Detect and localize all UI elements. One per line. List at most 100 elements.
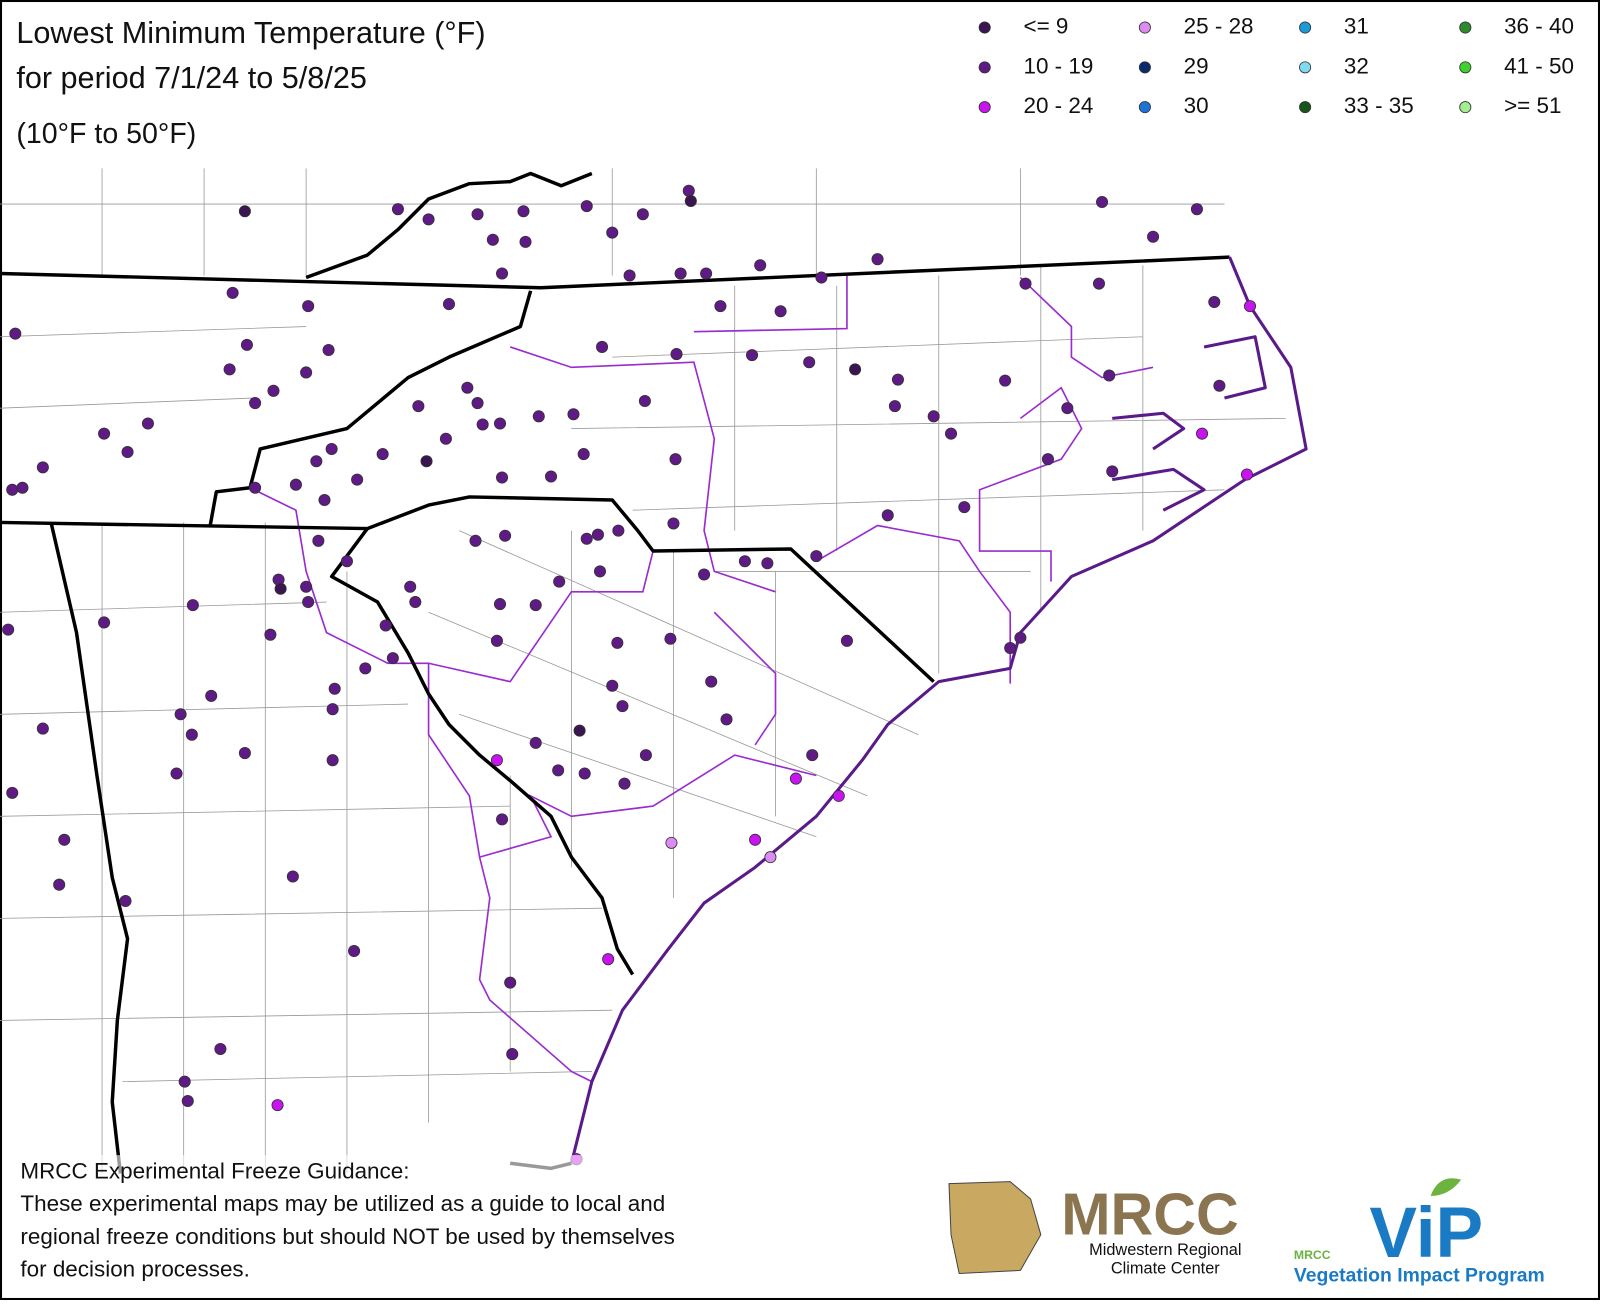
station-dot	[178, 1075, 191, 1088]
legend-label: 10 - 19	[1023, 53, 1093, 78]
station-dot	[506, 1048, 519, 1061]
station-dot	[391, 203, 404, 216]
station-dot	[326, 754, 339, 767]
station-dot	[806, 749, 819, 762]
basemap	[0, 168, 1308, 1174]
station-dot	[580, 532, 593, 545]
station-dot	[471, 208, 484, 221]
station-dot	[545, 470, 558, 483]
station-dot	[700, 267, 713, 280]
station-dot	[888, 400, 901, 413]
station-dot	[1240, 468, 1253, 481]
station-dot	[789, 772, 802, 785]
station-dot	[1243, 300, 1257, 313]
station-dot	[840, 634, 853, 647]
logo-text: MRCC	[1294, 1248, 1331, 1262]
legend-label: 25 - 28	[1184, 13, 1254, 38]
station-dot	[1014, 631, 1027, 644]
legend-label: 41 - 50	[1504, 53, 1574, 78]
station-dot	[1096, 196, 1109, 209]
station-dot	[593, 565, 607, 578]
station-dot	[1019, 277, 1032, 290]
station-dot	[6, 786, 19, 799]
station-dot	[404, 580, 417, 593]
legend-label: 32	[1344, 53, 1369, 78]
station-dot	[573, 724, 586, 737]
station-dot	[326, 703, 339, 716]
station-dot	[529, 599, 542, 612]
station-dot	[623, 269, 636, 282]
station-dot	[226, 286, 239, 299]
station-dot	[553, 575, 566, 588]
legend-swatch	[1138, 101, 1151, 114]
station-dot	[340, 555, 353, 568]
station-dot	[682, 184, 695, 197]
legend-swatch	[1138, 61, 1151, 74]
station-dot	[602, 953, 615, 966]
station-dot	[2, 623, 15, 636]
station-dot	[945, 427, 958, 440]
legend-label: >= 51	[1504, 93, 1561, 118]
station-dot	[36, 722, 49, 735]
station-dot	[738, 555, 751, 568]
legend-swatch	[1138, 21, 1151, 34]
station-dot	[98, 427, 111, 440]
station-dot	[577, 448, 590, 461]
legend-swatch	[978, 101, 991, 114]
station-dot	[958, 501, 971, 514]
logo-text: Midwestern Regional	[1089, 1241, 1241, 1259]
station-dot	[499, 529, 512, 542]
logo-text: Vegetation Impact Program	[1294, 1265, 1545, 1287]
legend-label: 31	[1344, 13, 1369, 38]
station-dot	[471, 397, 484, 410]
station-dot	[578, 767, 591, 780]
footer-line: regional freeze conditions but should NO…	[20, 1224, 674, 1249]
station-dot	[300, 366, 313, 379]
period: for period 7/1/24 to 5/8/25	[16, 61, 367, 95]
station-dot	[6, 483, 19, 496]
station-dot	[891, 373, 904, 386]
station-dot	[529, 736, 542, 749]
station-dot	[174, 708, 187, 721]
legend: <= 9 10 - 19 20 - 24 25 - 28 29 30 31 32 33 - 35…	[978, 13, 1574, 118]
station-dot	[348, 945, 361, 958]
station-dot	[240, 338, 253, 351]
station-dot	[496, 813, 509, 826]
station-dot	[439, 432, 452, 445]
station-dot	[325, 442, 338, 455]
station-dot	[849, 363, 862, 376]
station-dot	[670, 348, 683, 361]
station-dot	[185, 728, 198, 741]
station-dot	[746, 349, 759, 362]
legend-swatch	[1299, 61, 1312, 74]
station-dot	[493, 598, 507, 611]
station-dot	[618, 777, 631, 790]
station-dot	[927, 410, 940, 423]
station-dot	[1196, 427, 1209, 440]
logo-text: Climate Center	[1111, 1259, 1220, 1277]
footer-line: for decision processes.	[20, 1257, 249, 1282]
station-dot	[596, 340, 609, 353]
station-dot	[881, 509, 894, 522]
legend-label: <= 9	[1023, 13, 1068, 38]
legend-swatch	[1459, 21, 1472, 34]
station-dot	[764, 851, 777, 864]
legend-swatch	[978, 61, 991, 74]
station-dot	[1190, 203, 1203, 216]
station-dot	[359, 662, 372, 675]
legend-label: 20 - 24	[1023, 93, 1093, 118]
station-dot	[490, 634, 503, 647]
station-dot	[119, 895, 132, 908]
station-dot	[322, 343, 335, 357]
station-dot	[420, 455, 433, 468]
station-dot	[803, 356, 816, 369]
title: Lowest Minimum Temperature (°F)	[16, 16, 485, 50]
station-dot	[121, 446, 134, 459]
station-dot	[36, 461, 49, 474]
legend-label: 30	[1184, 93, 1209, 118]
station-dot	[669, 453, 682, 466]
station-dot	[461, 381, 474, 394]
station-dot	[9, 327, 22, 340]
logo-title: ViP	[1369, 1193, 1483, 1273]
station-dot	[684, 195, 697, 208]
